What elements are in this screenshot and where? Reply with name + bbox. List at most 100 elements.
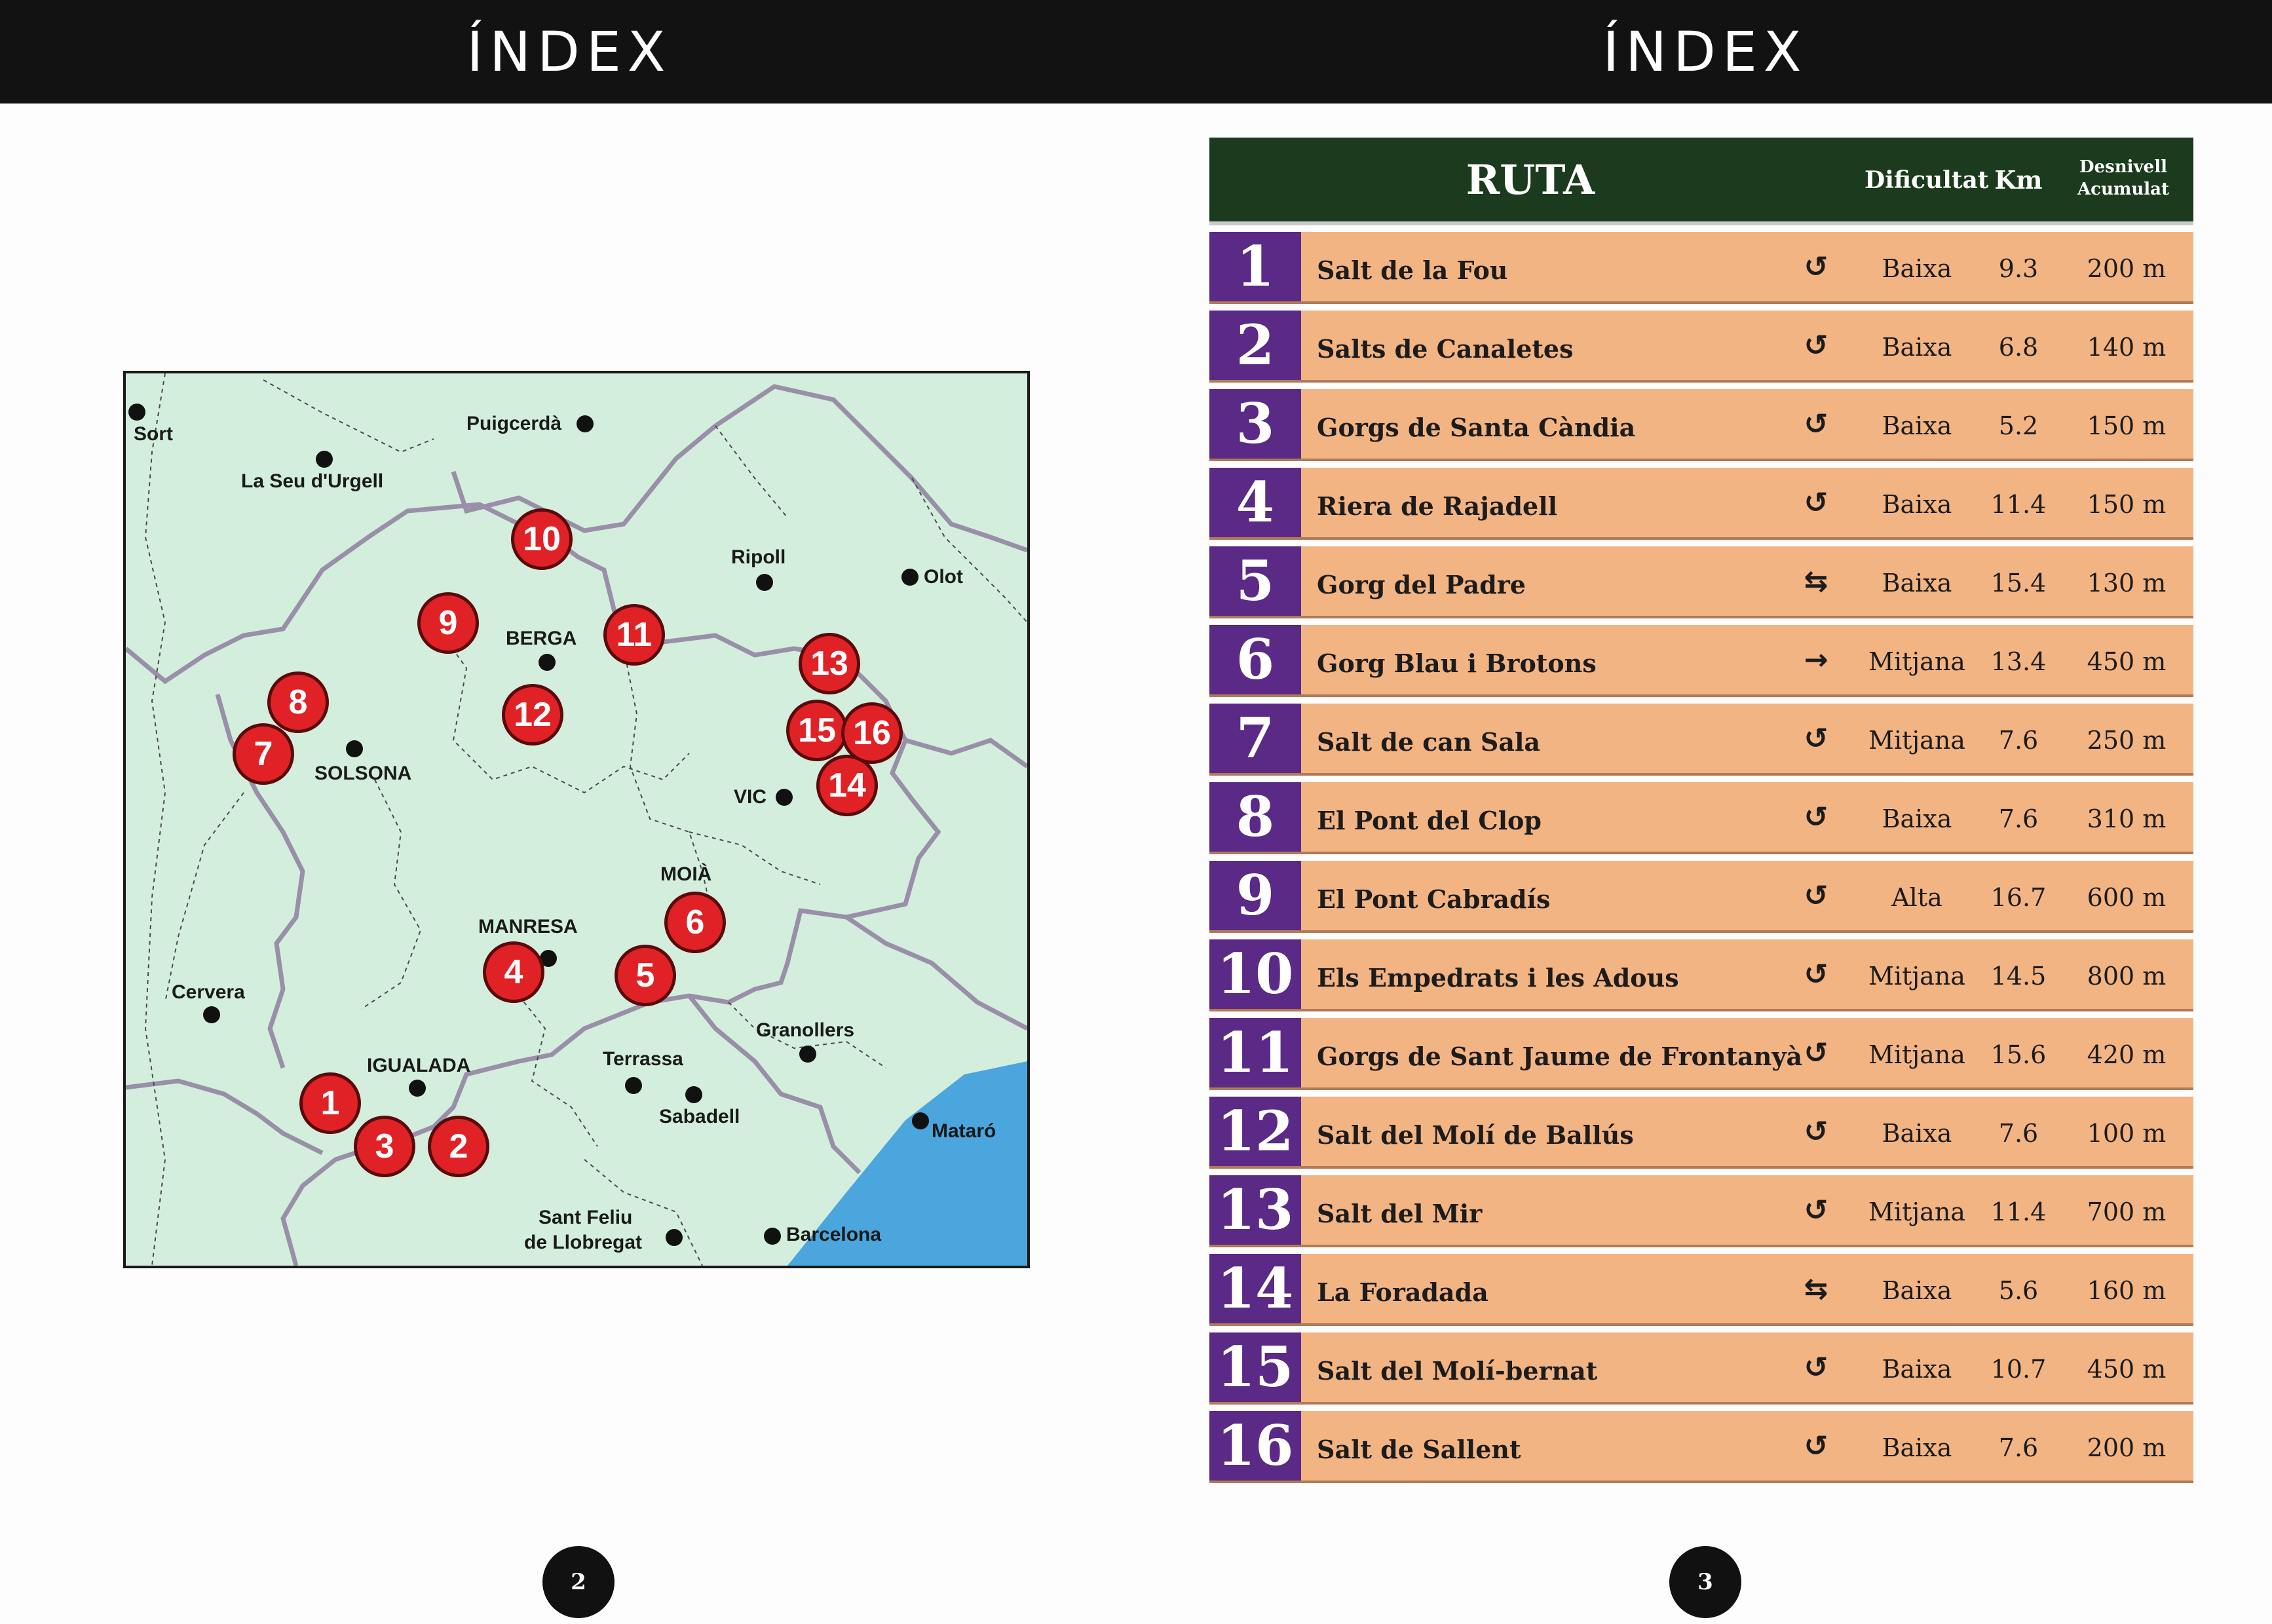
route-distance-km: 6.8	[1998, 333, 2039, 362]
route-name: Salt del Mir	[1317, 1199, 1483, 1228]
route-number: 3	[1209, 389, 1301, 459]
table-row[interactable]: 7 Salt de can Sala ↺ Mitjana 7.6 250 m	[1209, 704, 2193, 776]
route-number: 11	[1209, 1018, 1301, 1087]
table-row[interactable]: 6 Gorg Blau i Brotons → Mitjana 13.4 450 m	[1209, 625, 2193, 697]
route-name: Gorgs de Santa Càndia	[1317, 413, 1636, 442]
town-dot	[539, 654, 556, 671]
route-difficulty: Baixa	[1882, 254, 1952, 283]
route-number: 12	[1209, 1097, 1301, 1166]
route-number: 10	[1209, 939, 1301, 1009]
route-difficulty: Baixa	[1882, 569, 1952, 597]
route-number: 14	[1209, 1254, 1301, 1323]
route-name: Gorg Blau i Brotons	[1317, 649, 1597, 678]
route-name: El Pont Cabradís	[1317, 884, 1551, 914]
table-row[interactable]: 14 La Foradada ⇆ Baixa 5.6 160 m	[1209, 1254, 2193, 1326]
route-elevation-gain: 150 m	[2087, 490, 2167, 519]
route-name: Salt de la Fou	[1317, 255, 1508, 285]
route-marker[interactable]: 8	[267, 671, 329, 733]
route-distance-km: 7.6	[1998, 804, 2039, 833]
one-way-icon: →	[1804, 643, 1828, 677]
circular-route-icon: ↺	[1804, 486, 1828, 519]
table-row[interactable]: 10 Els Empedrats i les Adous ↺ Mitjana 14.5 8…	[1209, 939, 2193, 1011]
route-marker[interactable]: 6	[664, 892, 726, 953]
route-marker[interactable]: 2	[428, 1116, 489, 1177]
route-number: 15	[1209, 1332, 1301, 1402]
region-border	[845, 915, 1027, 1031]
route-marker[interactable]: 15	[786, 700, 848, 761]
circular-route-icon: ↺	[1804, 801, 1828, 834]
circular-route-icon: ↺	[1804, 407, 1828, 441]
route-name: El Pont del Clop	[1317, 806, 1542, 835]
route-name: Salt del Molí-bernat	[1317, 1356, 1598, 1386]
route-marker[interactable]: 3	[354, 1116, 415, 1177]
route-marker[interactable]: 13	[799, 633, 860, 694]
route-elevation-gain: 450 m	[2087, 1355, 2167, 1384]
table-row[interactable]: 8 El Pont del Clop ↺ Baixa 7.6 310 m	[1209, 782, 2193, 854]
route-elevation-gain: 130 m	[2087, 569, 2167, 597]
route-distance-km: 11.4	[1990, 1198, 2047, 1226]
table-row[interactable]: 13 Salt del Mir ↺ Mitjana 11.4 700 m	[1209, 1175, 2193, 1247]
route-elevation-gain: 600 m	[2087, 883, 2167, 912]
route-marker[interactable]: 4	[483, 941, 544, 1003]
route-elevation-gain: 200 m	[2087, 254, 2167, 283]
route-difficulty: Mitjana	[1868, 726, 1965, 755]
route-difficulty: Baixa	[1882, 490, 1952, 519]
table-row[interactable]: 3 Gorgs de Santa Càndia ↺ Baixa 5.2 150 m	[1209, 389, 2193, 461]
round-trip-icon: ⇆	[1804, 565, 1828, 598]
town-label-ripoll: Ripoll	[731, 546, 786, 568]
town-dot	[316, 451, 333, 468]
town-label-moia: MOIÀ	[660, 863, 712, 885]
circular-route-icon: ↺	[1804, 1036, 1828, 1070]
region-border	[905, 738, 1027, 768]
table-row[interactable]: 4 Riera de Rajadell ↺ Baixa 11.4 150 m	[1209, 468, 2193, 540]
route-distance-km: 7.6	[1998, 1119, 2039, 1148]
table-row[interactable]: 15 Salt del Molí-bernat ↺ Baixa 10.7 450 m	[1209, 1332, 2193, 1405]
town-dot	[776, 789, 793, 806]
table-row[interactable]: 5 Gorg del Padre ⇆ Baixa 15.4 130 m	[1209, 546, 2193, 618]
town-dot	[666, 1229, 683, 1246]
route-marker[interactable]: 16	[841, 702, 903, 764]
table-row[interactable]: 9 El Pont Cabradís ↺ Alta 16.7 600 m	[1209, 861, 2193, 933]
right-page: ÍNDEX RUTA Dificultat Km Desnivell Acumu…	[1139, 0, 2272, 1624]
table-row[interactable]: 16 Salt de Sallent ↺ Baixa 7.6 200 m	[1209, 1411, 2193, 1483]
column-header-desnivell: Desnivell Acumulat	[2068, 156, 2179, 200]
route-marker[interactable]: 1	[299, 1072, 361, 1134]
town-label-vic: VIC	[734, 786, 767, 808]
route-marker[interactable]: 5	[615, 945, 676, 1006]
right-page-title: ÍNDEX	[1602, 20, 1808, 84]
table-row[interactable]: 1 Salt de la Fou ↺ Baixa 9.3 200 m	[1209, 232, 2193, 304]
route-marker[interactable]: 9	[417, 592, 479, 654]
route-name: Salt de Sallent	[1317, 1435, 1521, 1464]
route-number: 8	[1209, 782, 1301, 852]
route-number: 7	[1209, 704, 1301, 773]
route-difficulty: Baixa	[1882, 333, 1952, 362]
town-dot	[764, 1228, 781, 1245]
route-name: Gorgs de Sant Jaume de Frontanyà	[1317, 1042, 1803, 1071]
town-label-sant-feliu: Sant Feliu	[539, 1207, 633, 1228]
route-name: Salts de Canaletes	[1317, 334, 1574, 364]
route-elevation-gain: 160 m	[2087, 1276, 2167, 1305]
column-header-ruta: RUTA	[1466, 156, 1595, 204]
route-number: 5	[1209, 546, 1301, 616]
table-row[interactable]: 12 Salt del Molí de Ballús ↺ Baixa 7.6 100 m	[1209, 1097, 2193, 1169]
route-marker[interactable]: 11	[603, 604, 665, 666]
left-header-bar: ÍNDEX	[0, 0, 1139, 104]
route-marker[interactable]: 14	[816, 755, 878, 816]
town-dot	[685, 1086, 702, 1103]
town-label-puigcerda: Puigcerdà	[466, 413, 562, 434]
table-row[interactable]: 2 Salts de Canaletes ↺ Baixa 6.8 140 m	[1209, 311, 2193, 383]
route-difficulty: Mitjana	[1868, 962, 1965, 991]
route-difficulty: Mitjana	[1868, 1198, 1965, 1226]
route-marker[interactable]: 7	[233, 723, 294, 785]
column-header-desnivell-line2: Acumulat	[2077, 179, 2170, 199]
route-difficulty: Baixa	[1882, 1433, 1952, 1462]
route-distance-km: 15.6	[1990, 1040, 2047, 1069]
route-number: 16	[1209, 1411, 1301, 1481]
town-label-de-llobregat: de Llobregat	[524, 1232, 643, 1253]
table-row[interactable]: 11 Gorgs de Sant Jaume de Frontanyà ↺ Mitja…	[1209, 1018, 2193, 1090]
town-label-igualada: IGUALADA	[367, 1055, 471, 1076]
town-label-granollers: Granollers	[756, 1019, 855, 1041]
route-marker[interactable]: 10	[511, 508, 573, 570]
page-number: 3	[1669, 1546, 1741, 1618]
route-marker[interactable]: 12	[502, 684, 563, 746]
